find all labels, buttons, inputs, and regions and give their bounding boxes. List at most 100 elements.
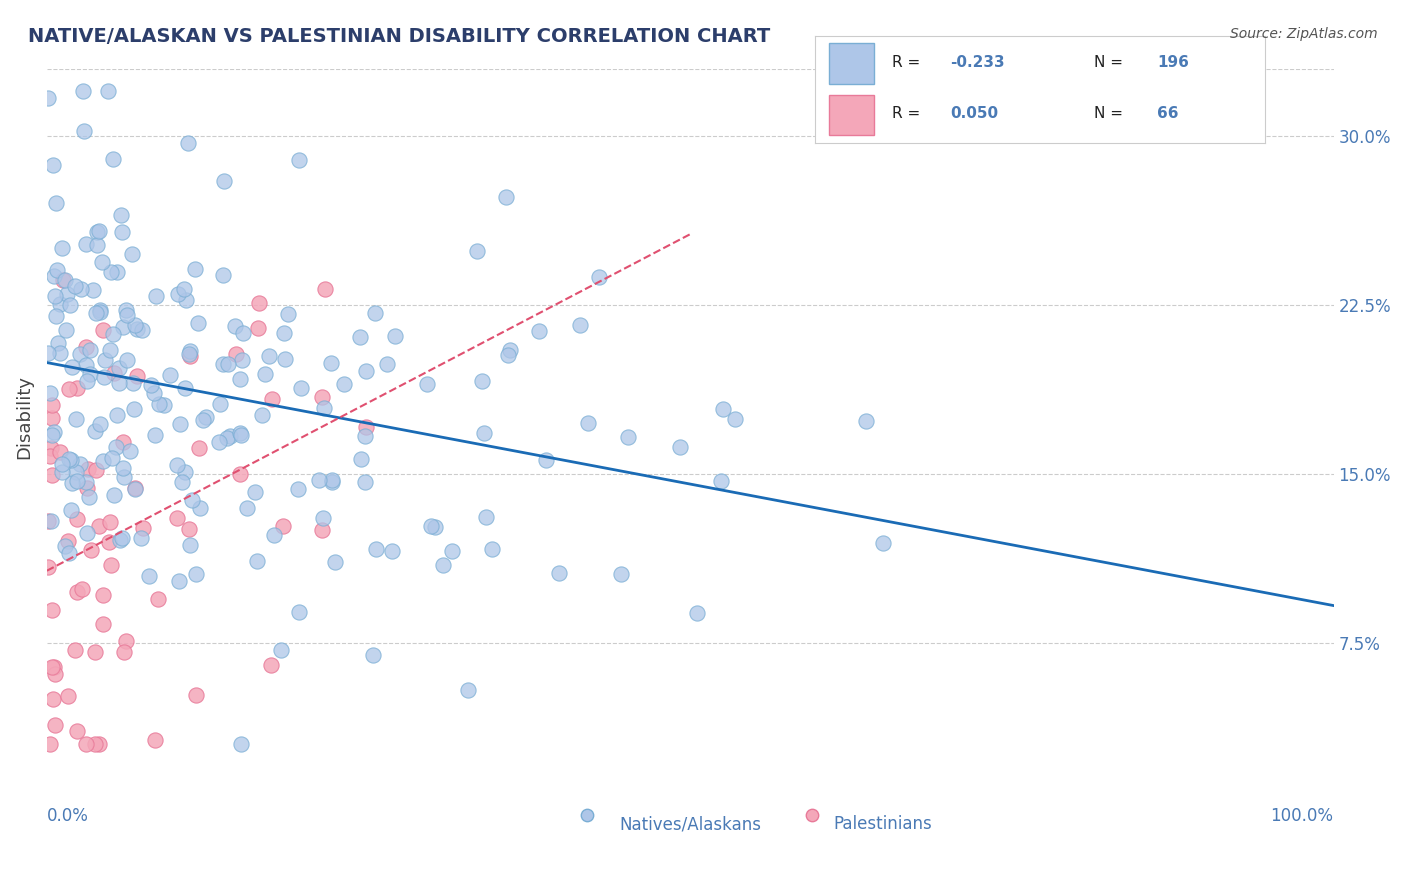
Point — [174, 293, 197, 307]
Point — [467, 244, 489, 258]
Point — [179, 343, 201, 358]
Point — [60, 453, 83, 467]
Point — [177, 346, 200, 360]
Point — [37, 91, 59, 105]
Point — [55, 323, 77, 337]
Point — [321, 356, 343, 370]
Point — [41, 603, 63, 617]
Text: NATIVE/ALASKAN VS PALESTINIAN DISABILITY CORRELATION CHART: NATIVE/ALASKAN VS PALESTINIAN DISABILITY… — [28, 27, 770, 45]
Point — [568, 318, 591, 332]
Point — [184, 689, 207, 703]
Point — [39, 385, 62, 400]
Point — [72, 84, 94, 98]
Point — [79, 343, 101, 358]
Point — [101, 327, 124, 342]
Point — [53, 273, 76, 287]
Point — [143, 732, 166, 747]
Point — [72, 582, 94, 596]
Point — [48, 336, 70, 351]
Point — [69, 347, 91, 361]
Text: R =: R = — [891, 55, 925, 70]
Point — [129, 532, 152, 546]
Point — [131, 323, 153, 337]
Point — [311, 390, 333, 404]
Point — [179, 538, 201, 552]
Point — [124, 318, 146, 333]
Point — [112, 434, 135, 449]
Point — [177, 136, 200, 150]
Text: 0.050: 0.050 — [950, 106, 998, 121]
Point — [45, 309, 67, 323]
Point — [308, 473, 330, 487]
Point — [49, 445, 72, 459]
FancyBboxPatch shape — [830, 95, 875, 136]
Point — [188, 441, 211, 455]
Text: 66: 66 — [1157, 106, 1178, 121]
Point — [170, 475, 193, 490]
Point — [246, 321, 269, 335]
Point — [186, 566, 208, 581]
Point — [91, 254, 114, 268]
Point — [107, 376, 129, 390]
Point — [63, 643, 86, 657]
Point — [364, 541, 387, 556]
Point — [108, 533, 131, 548]
Point — [58, 546, 80, 560]
Point — [245, 554, 267, 568]
Point — [44, 660, 66, 674]
Point — [100, 515, 122, 529]
Text: Natives/Alaskans: Natives/Alaskans — [619, 815, 761, 833]
Point — [103, 366, 125, 380]
Point — [100, 265, 122, 279]
Point — [39, 514, 62, 528]
Point — [262, 392, 284, 406]
Point — [132, 521, 155, 535]
Point — [174, 381, 197, 395]
Point — [114, 634, 136, 648]
Point — [167, 287, 190, 301]
Point — [475, 509, 498, 524]
Point — [314, 282, 336, 296]
Point — [41, 659, 63, 673]
Point — [110, 225, 132, 239]
Point — [181, 493, 204, 508]
Point — [416, 376, 439, 391]
Point — [323, 555, 346, 569]
Point — [548, 566, 571, 580]
Point — [59, 298, 82, 312]
Point — [312, 401, 335, 416]
Point — [69, 282, 91, 296]
Point — [271, 519, 294, 533]
Point — [209, 397, 232, 411]
Point — [224, 318, 246, 333]
Point — [60, 475, 83, 490]
Point — [93, 370, 115, 384]
Point — [82, 283, 104, 297]
Point — [98, 343, 121, 357]
Point — [177, 522, 200, 536]
Point — [105, 265, 128, 279]
Point — [212, 357, 235, 371]
Point — [44, 289, 66, 303]
Point — [377, 357, 399, 371]
Point — [287, 483, 309, 497]
Point — [354, 364, 377, 378]
Point — [710, 474, 733, 488]
Point — [232, 326, 254, 340]
Point — [89, 225, 111, 239]
Point — [259, 349, 281, 363]
Point — [93, 323, 115, 337]
Point — [229, 425, 252, 440]
Point — [111, 320, 134, 334]
Point — [41, 411, 63, 425]
Point — [419, 519, 441, 533]
Point — [495, 190, 517, 204]
Point — [229, 737, 252, 751]
Point — [534, 453, 557, 467]
Point — [41, 467, 63, 482]
Point — [75, 737, 97, 751]
Point — [49, 296, 72, 310]
Point — [111, 531, 134, 545]
Point — [153, 398, 176, 412]
Point — [288, 605, 311, 619]
